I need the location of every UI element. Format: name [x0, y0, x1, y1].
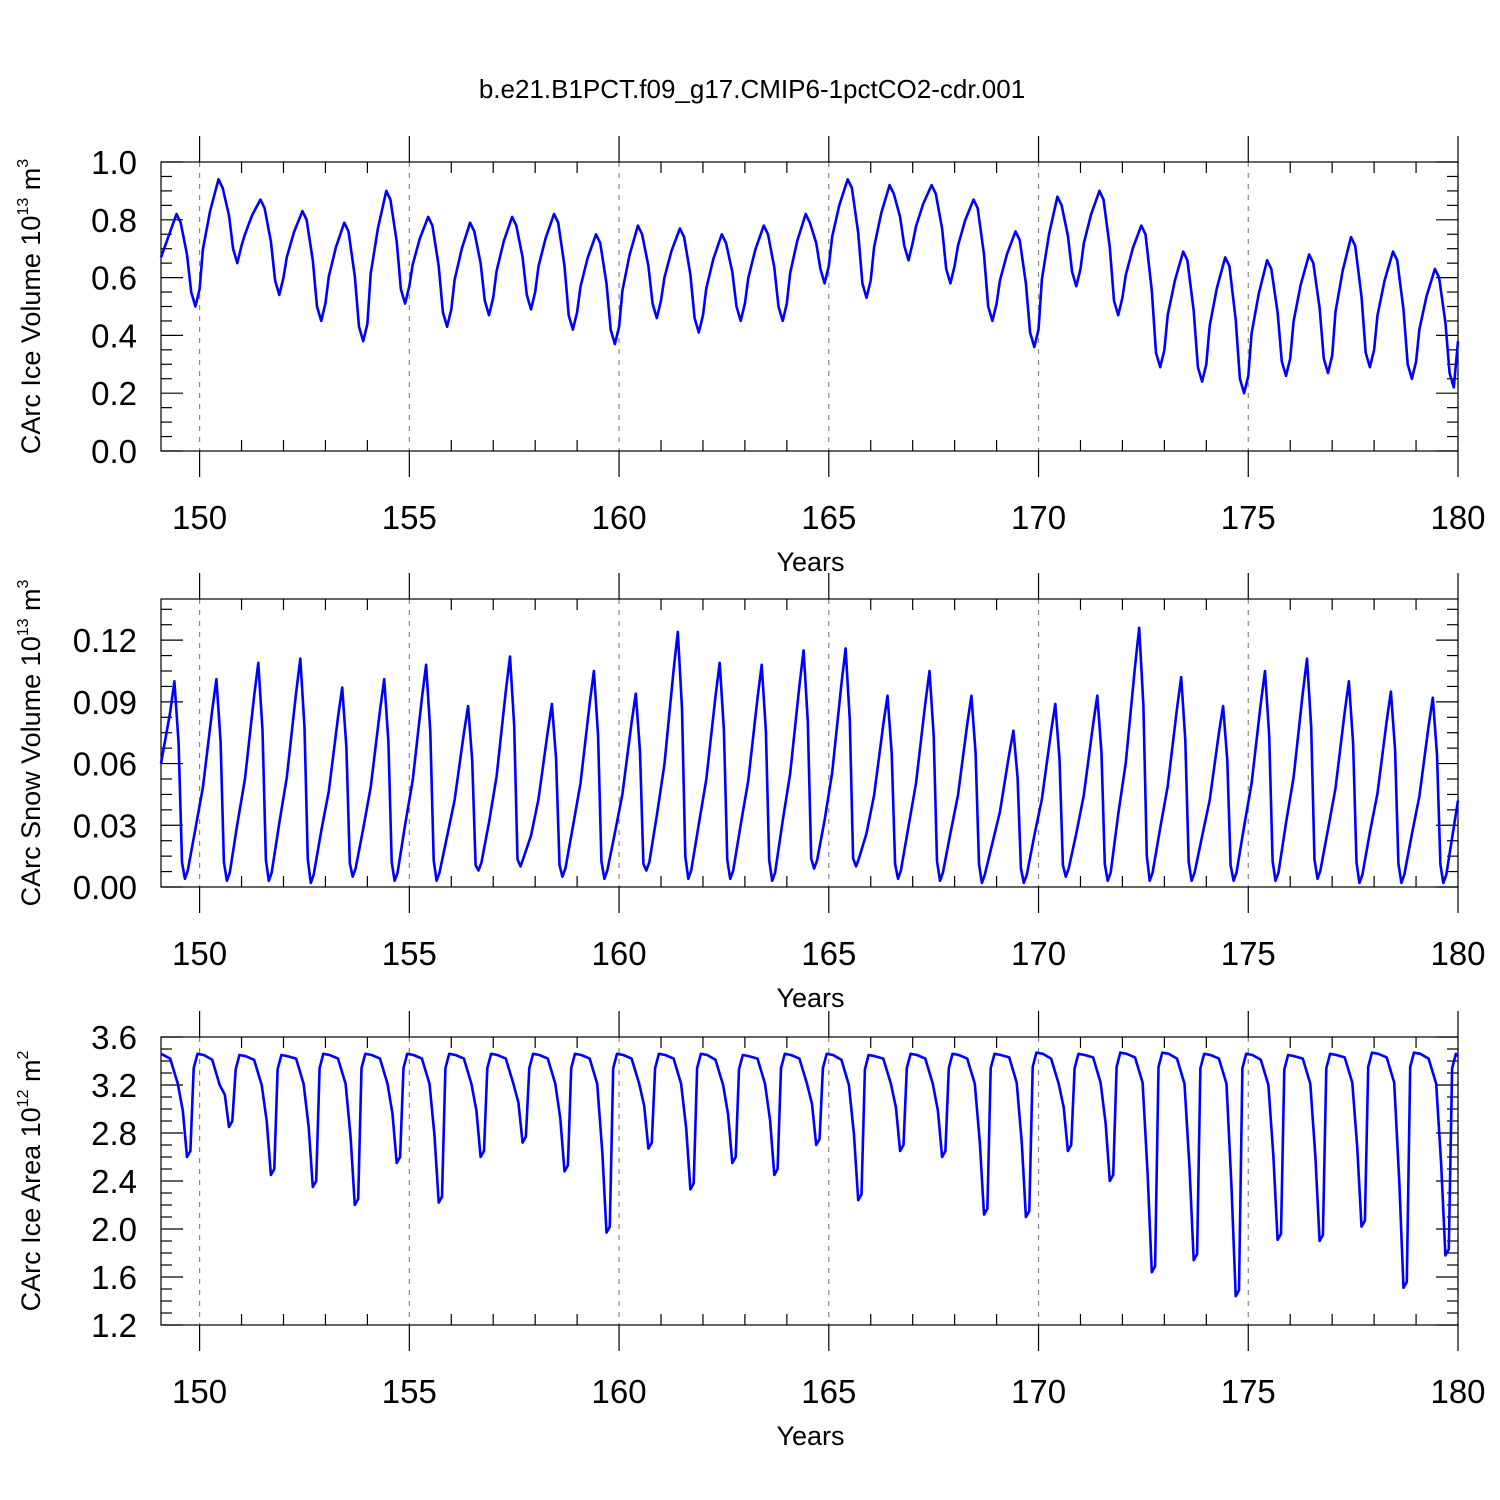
ice-area-y-axis-label: CArc Ice Area 1012 m2: [15, 1051, 46, 1312]
snow-volume-x-tick-label: 150: [172, 935, 227, 972]
ice-volume-x-tick-label: 170: [1011, 499, 1066, 536]
ice-area-y-tick-label: 2.0: [91, 1211, 137, 1248]
ice-volume-x-tick-label: 175: [1221, 499, 1276, 536]
snow-volume-y-tick-label: 0.06: [73, 746, 137, 783]
ice-volume-x-tick-label: 155: [382, 499, 437, 536]
snow-volume-y-tick-label: 0.09: [73, 684, 137, 721]
snow-volume-x-tick-label: 155: [382, 935, 437, 972]
ice-area-series-line: [160, 1051, 1459, 1298]
ice-area-y-tick-label: 1.6: [91, 1259, 137, 1296]
ice-area-x-tick-label: 175: [1221, 1373, 1276, 1410]
ice-volume-plot-frame: [160, 161, 1459, 452]
panel-ice-area: 150 155 160 165 170 175 180 1.2 1.6 2.0 2.4 2.8 3.2 3…: [15, 1011, 1486, 1451]
panel-snow-volume: 150 155 160 165 170 175 180 0.00 0.03 0.06 0.09 0.1…: [15, 573, 1486, 1013]
snow-volume-series-line: [159, 626, 1460, 885]
ice-area-x-tick-label: 155: [382, 1373, 437, 1410]
ice-area-x-tick-label: 160: [592, 1373, 647, 1410]
ice-volume-x-tick-label: 180: [1430, 499, 1485, 536]
ice-volume-x-tick-label: 150: [172, 499, 227, 536]
ice-area-x-tick-label: 150: [172, 1373, 227, 1410]
ice-area-y-tick-label: 3.6: [91, 1019, 137, 1056]
snow-volume-x-tick-label: 165: [801, 935, 856, 972]
ice-volume-y-tick-label: 1.0: [91, 144, 137, 181]
ice-volume-y-tick-label: 0.8: [91, 202, 137, 239]
snow-volume-x-tick-label: 175: [1221, 935, 1276, 972]
chart-title: b.e21.B1PCT.f09_g17.CMIP6-1pctCO2-cdr.00…: [479, 74, 1025, 104]
snow-volume-y-tick-label: 0.00: [73, 869, 137, 906]
snow-volume-x-tick-label: 180: [1430, 935, 1485, 972]
ice-area-plot-frame: [160, 1036, 1459, 1326]
ice-volume-x-tick-label: 165: [801, 499, 856, 536]
snow-volume-y-axis-label: CArc Snow Volume 1013 m3: [15, 579, 46, 906]
panel-ice-volume: 150 155 160 165 170 175 180 0.0 0.2 0.4 0.6 0.8 1.0 Y…: [15, 136, 1486, 577]
snow-volume-y-tick-label: 0.03: [73, 807, 137, 844]
ice-volume-y-tick-label: 0.4: [91, 317, 137, 354]
ice-volume-x-axis-label: Years: [776, 547, 844, 577]
snow-volume-x-axis-label: Years: [776, 983, 844, 1013]
snow-volume-x-tick-label: 170: [1011, 935, 1066, 972]
ice-volume-y-tick-label: 0.0: [91, 433, 137, 470]
snow-volume-x-tick-label: 160: [592, 935, 647, 972]
ice-volume-y-tick-label: 0.2: [91, 375, 137, 412]
ice-area-y-tick-label: 1.2: [91, 1307, 137, 1344]
ice-volume-series-line: [159, 178, 1460, 395]
ice-volume-y-tick-label: 0.6: [91, 260, 137, 297]
ice-volume-x-tick-label: 160: [592, 499, 647, 536]
ice-area-y-tick-label: 2.4: [91, 1163, 137, 1200]
snow-volume-y-tick-label: 0.12: [73, 622, 137, 659]
ice-area-x-tick-label: 180: [1430, 1373, 1485, 1410]
ice-area-x-tick-label: 170: [1011, 1373, 1066, 1410]
ice-area-x-axis-label: Years: [776, 1421, 844, 1451]
ice-area-y-tick-label: 3.2: [91, 1067, 137, 1104]
ice-area-x-tick-label: 165: [801, 1373, 856, 1410]
ice-area-y-tick-label: 2.8: [91, 1115, 137, 1152]
ice-volume-y-axis-label: CArc Ice Volume 1013 m3: [15, 159, 46, 454]
snow-volume-plot-frame: [160, 598, 1459, 888]
